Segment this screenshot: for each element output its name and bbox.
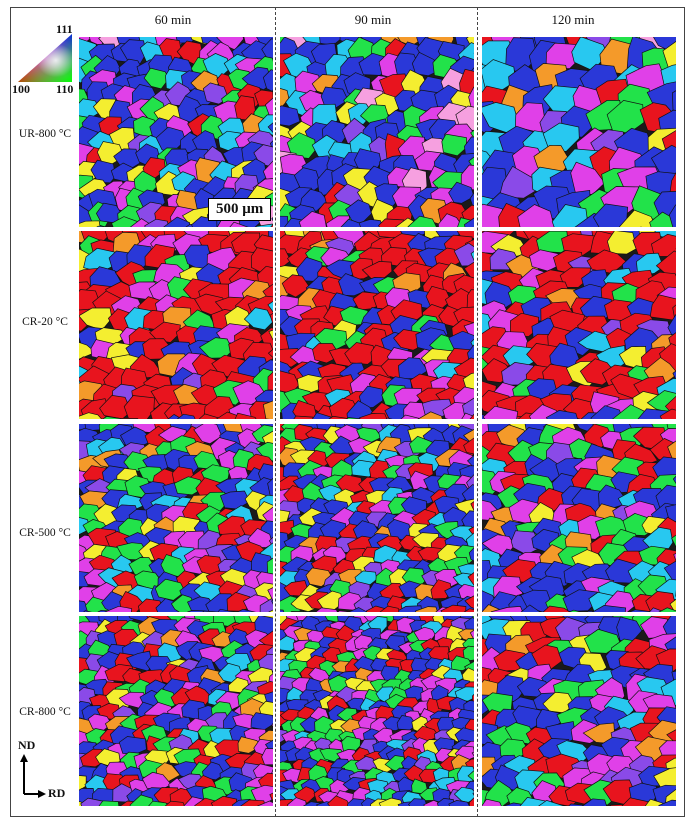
ebsd-map-panel: [482, 424, 676, 612]
grain-map-image: [482, 37, 676, 227]
ebsd-map-panel: [280, 424, 474, 612]
ebsd-map-panel: [482, 231, 676, 419]
column-header-90min: 90 min: [354, 12, 392, 27]
ebsd-map-panel: [280, 37, 474, 227]
grain-map-image: [280, 231, 474, 419]
grain-map-image: [280, 37, 474, 227]
ebsd-map-panel: [482, 37, 676, 227]
row-label-cr20: CR-20 °C: [22, 316, 68, 328]
ipf-triangle-icon: [18, 34, 72, 82]
grain-map-image: [280, 616, 474, 806]
grain-map-image: [79, 231, 273, 419]
row-label-cr800: CR-800 °C: [19, 706, 71, 718]
axis-label-rd: RD: [48, 786, 66, 800]
ebsd-map-panel: [482, 616, 676, 806]
ebsd-map-panel: [79, 231, 273, 419]
column-divider: [477, 7, 478, 817]
ebsd-map-panel: [79, 616, 273, 806]
grain-map-image: [482, 424, 676, 612]
column-divider: [275, 7, 276, 817]
sample-axes: ND RD: [16, 738, 76, 804]
ebsd-map-panel: [280, 616, 474, 806]
column-header-60min: 60 min: [154, 12, 192, 27]
scale-bar: 500 μm: [208, 198, 272, 221]
row-label-ur800: UR-800 °C: [18, 128, 72, 140]
grain-map-image: [79, 424, 273, 612]
grain-map-image: [482, 231, 676, 419]
ebsd-map-panel: [280, 231, 474, 419]
ipf-label-111: 111: [56, 22, 73, 36]
ipf-label-100: 100: [12, 82, 30, 96]
ipf-color-key: 111 100 110: [12, 22, 82, 98]
ebsd-map-panel: [79, 37, 273, 227]
axis-label-nd: ND: [18, 738, 36, 752]
grain-map-image: [79, 616, 273, 806]
figure-frame: [10, 7, 685, 817]
ipf-label-110: 110: [56, 82, 74, 96]
ebsd-map-panel: [79, 424, 273, 612]
grain-map-image: [482, 616, 676, 806]
grain-map-image: [79, 37, 273, 227]
column-header-120min: 120 min: [551, 12, 595, 27]
grain-map-image: [280, 424, 474, 612]
row-label-cr500: CR-500 °C: [19, 527, 71, 539]
axes-arrows-icon: [20, 754, 46, 798]
